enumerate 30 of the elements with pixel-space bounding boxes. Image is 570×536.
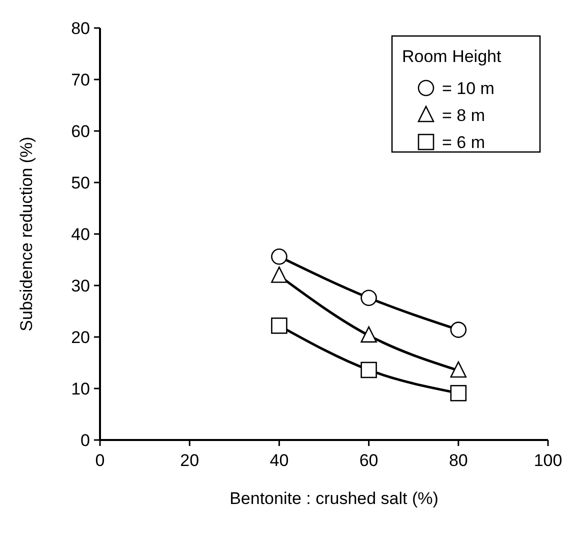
point [360, 290, 377, 306]
legend-title: Room Height [402, 47, 502, 66]
point [450, 322, 467, 338]
x-axis-title: Bentonite : crushed salt (%) [230, 489, 438, 508]
x-tick-label: 40 [270, 451, 289, 470]
y-axis-title: Subsidence reduction (%) [17, 136, 36, 332]
point [360, 326, 377, 343]
y-tick-label: 10 [71, 379, 90, 398]
point [271, 248, 288, 265]
legend-label: = 8 m [442, 106, 485, 125]
y-tick-label: 70 [71, 70, 90, 90]
point [271, 266, 288, 283]
y-tick-label: 80 [71, 18, 90, 38]
y-tick-label: 40 [71, 224, 90, 244]
x-tick-label: 60 [359, 451, 378, 470]
x-tick-label: 0 [95, 451, 105, 470]
legend-label: = 10 m [442, 78, 494, 98]
y-tick-label: 20 [71, 328, 90, 347]
x-tick-label: 80 [448, 451, 468, 470]
x-tick-label: 20 [180, 451, 200, 470]
x-tick-label: 100 [534, 451, 562, 470]
y-tick-label: 30 [71, 276, 90, 296]
point [360, 362, 377, 378]
point [450, 361, 467, 378]
y-tick-label: 60 [71, 122, 90, 141]
point [450, 384, 467, 402]
y-tick-label: 50 [71, 173, 90, 192]
y-tick-label: 0 [80, 430, 90, 450]
legend-label: = 6 m [442, 132, 485, 152]
point [271, 318, 288, 334]
